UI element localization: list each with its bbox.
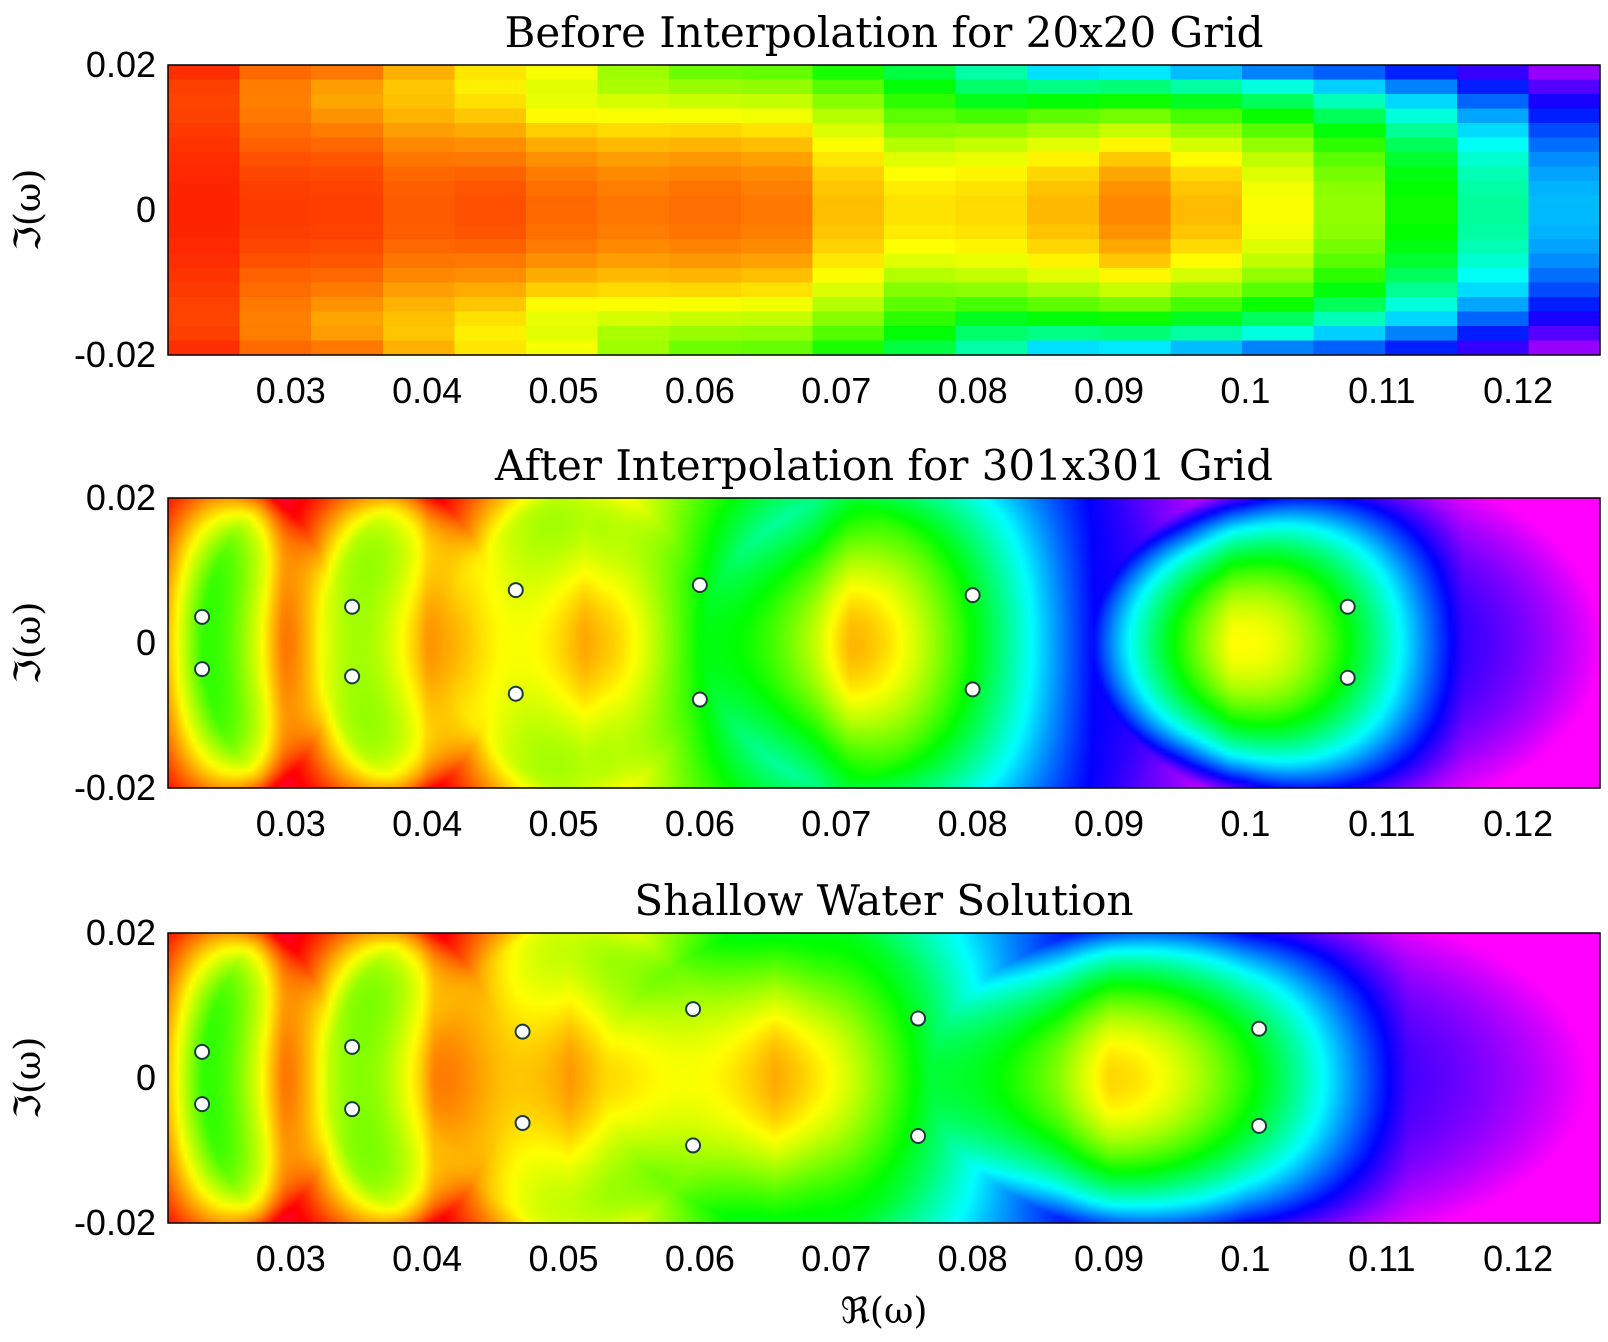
x-tick-label: 0.09 xyxy=(1074,370,1144,411)
x-tick-label: 0.09 xyxy=(1074,803,1144,844)
y-tick-label: 0.02 xyxy=(86,44,156,85)
x-tick-label: 0.06 xyxy=(665,370,735,411)
y-axis-label: ℑ(ω) xyxy=(8,169,49,252)
pole-marker xyxy=(691,691,708,708)
heatmap-1 xyxy=(168,65,1600,355)
pole-marker xyxy=(910,1128,927,1144)
pole-marker xyxy=(344,1038,361,1055)
x-tick-label: 0.08 xyxy=(938,803,1008,844)
pole-marker xyxy=(194,608,211,625)
y-tick-label: 0 xyxy=(136,1057,156,1098)
pole-marker xyxy=(344,668,361,685)
y-tick-label: -0.02 xyxy=(74,334,156,375)
x-tick-label: 0.07 xyxy=(801,1238,871,1279)
panel-3: Shallow Water Solution 0.02 0 -0.02 0.03 0.04… xyxy=(8,876,1601,1332)
x-tick-label: 0.03 xyxy=(256,1238,326,1279)
x-tick-label: 0.1 xyxy=(1220,803,1270,844)
x-tick-label: 0.04 xyxy=(392,1238,462,1279)
x-tick-label: 0.09 xyxy=(1074,1238,1144,1279)
x-tick-label: 0.03 xyxy=(256,370,326,411)
x-tick-label: 0.06 xyxy=(665,1238,735,1279)
pole-marker xyxy=(1339,598,1356,615)
y-tick-label: -0.02 xyxy=(74,1202,156,1243)
pole-marker xyxy=(964,681,981,698)
x-tick-label: 0.12 xyxy=(1483,1238,1553,1279)
x-tick-label: 0.1 xyxy=(1220,1238,1270,1279)
pole-marker xyxy=(910,1010,927,1027)
y-tick-label: 0 xyxy=(136,189,156,230)
y-tick-label: 0.02 xyxy=(86,477,156,518)
x-tick-label: 0.08 xyxy=(938,370,1008,411)
y-axis-label: ℑ(ω) xyxy=(8,1037,49,1120)
heatmap-3 xyxy=(168,933,1600,1223)
panel-1: Before Interpolation for 20x20 Grid 0.02 0… xyxy=(8,8,1601,411)
x-tick-label: 0.05 xyxy=(528,1238,598,1279)
panel-title: Shallow Water Solution xyxy=(634,876,1133,925)
x-tick-label: 0.1 xyxy=(1220,370,1270,411)
pole-marker xyxy=(514,1114,531,1131)
x-tick-label: 0.08 xyxy=(938,1238,1008,1279)
pole-marker xyxy=(344,1101,361,1118)
pole-marker xyxy=(194,661,211,678)
pole-marker xyxy=(1251,1020,1268,1037)
x-tick-label: 0.11 xyxy=(1348,803,1415,844)
x-tick-label: 0.12 xyxy=(1483,370,1553,411)
pole-marker xyxy=(194,1096,211,1113)
pole-marker xyxy=(1251,1117,1268,1134)
x-tick-label: 0.12 xyxy=(1483,803,1553,844)
panel-title: Before Interpolation for 20x20 Grid xyxy=(504,8,1263,57)
panel-title: After Interpolation for 301x301 Grid xyxy=(494,441,1273,490)
x-tick-label: 0.06 xyxy=(665,803,735,844)
pole-marker xyxy=(514,1023,531,1040)
x-tick-label: 0.07 xyxy=(801,803,871,844)
pole-marker xyxy=(691,577,708,593)
pole-marker xyxy=(964,587,981,604)
pole-marker xyxy=(507,582,524,599)
x-tick-label: 0.11 xyxy=(1348,1238,1415,1279)
pole-marker xyxy=(344,598,361,615)
pole-marker xyxy=(507,685,524,702)
y-tick-label: 0.02 xyxy=(86,912,156,953)
plot-frame xyxy=(167,932,1601,1224)
y-tick-label: 0 xyxy=(136,622,156,663)
heatmap-2 xyxy=(168,498,1600,788)
x-tick-label: 0.05 xyxy=(528,370,598,411)
x-tick-label: 0.07 xyxy=(801,370,871,411)
pole-marker xyxy=(685,1137,702,1154)
x-tick-label: 0.03 xyxy=(256,803,326,844)
pole-marker xyxy=(194,1043,211,1060)
x-axis-label: ℜ(ω) xyxy=(841,1291,928,1332)
x-tick-label: 0.05 xyxy=(528,803,598,844)
pole-marker xyxy=(685,1001,702,1018)
x-tick-label: 0.04 xyxy=(392,803,462,844)
y-tick-label: -0.02 xyxy=(74,767,156,808)
plot-frame xyxy=(167,64,1601,356)
x-tick-label: 0.11 xyxy=(1348,370,1415,411)
panel-2: After Interpolation for 301x301 Grid 0.02… xyxy=(8,441,1601,844)
pole-marker xyxy=(1339,669,1356,686)
y-axis-label: ℑ(ω) xyxy=(8,602,49,685)
plot-frame xyxy=(167,497,1601,789)
x-tick-label: 0.04 xyxy=(392,370,462,411)
